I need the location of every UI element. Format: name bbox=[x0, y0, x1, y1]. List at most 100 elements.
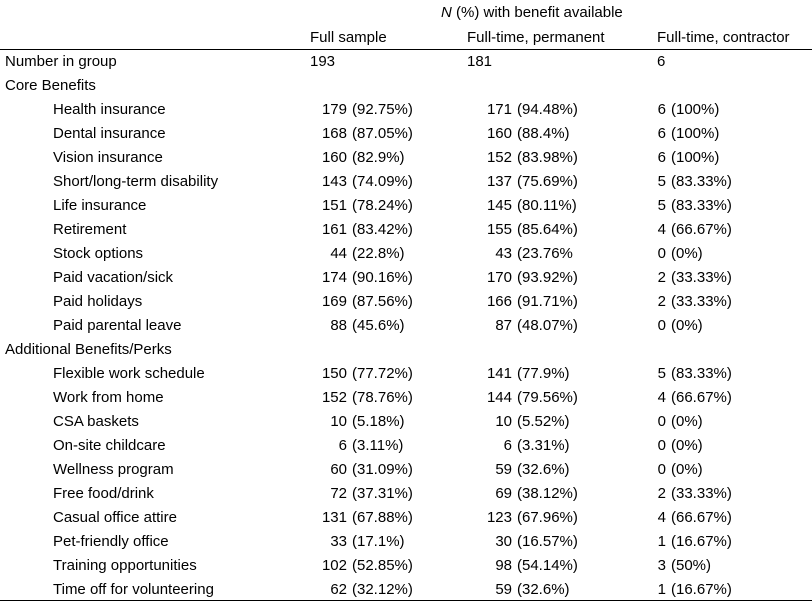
table-row: Short/long-term disability 143 (74.09%) 137… bbox=[0, 170, 812, 194]
value-cell-perm: 6 (3.31%) bbox=[467, 434, 570, 458]
value-cell-perm: 69 (38.12%) bbox=[467, 482, 578, 506]
value-cell-perm: 141 (77.9%) bbox=[467, 362, 570, 386]
column-header-full-time-contractor: Full-time, contractor bbox=[657, 29, 790, 46]
count: 5 bbox=[657, 197, 666, 214]
percent: (74.09%) bbox=[352, 173, 413, 190]
row-label: Paid holidays bbox=[53, 293, 143, 310]
count: 166 bbox=[486, 293, 512, 310]
value-cell-full: 72 (37.31%) bbox=[310, 482, 413, 506]
value-cell-contr: 3 (50%) bbox=[657, 554, 711, 578]
value-cell-full: 168 (87.05%) bbox=[310, 122, 413, 146]
value-cell-perm: 10 (5.52%) bbox=[467, 410, 569, 434]
percent: (32.12%) bbox=[352, 581, 413, 598]
count: 33 bbox=[330, 533, 347, 550]
percent: (67.96%) bbox=[517, 509, 578, 526]
percent: (90.16%) bbox=[352, 269, 413, 286]
value-cell-full: 179 (92.75%) bbox=[310, 98, 413, 122]
value-cell-full: 151 (78.24%) bbox=[310, 194, 413, 218]
value-cell-perm: 145 (80.11%) bbox=[467, 194, 577, 218]
value-cell-full: 44 (22.8%) bbox=[310, 242, 404, 266]
percent: (16.67%) bbox=[671, 533, 732, 550]
table-row: Pet-friendly office 33 (17.1%) 30 (16.57%) 1 (… bbox=[0, 530, 812, 554]
table-row: Wellness program 60 (31.09%) 59 (32.6%) 0 (0%) bbox=[0, 458, 812, 482]
value-cell-contr: 0 (0%) bbox=[657, 410, 703, 434]
percent: (83.33%) bbox=[671, 365, 732, 382]
count: 4 bbox=[657, 221, 666, 238]
value-cell-full: 169 (87.56%) bbox=[310, 290, 413, 314]
count: 59 bbox=[495, 581, 512, 598]
count: 141 bbox=[486, 365, 512, 382]
count: 170 bbox=[486, 269, 512, 286]
group-count-row: Number in group 193 181 6 bbox=[0, 50, 812, 74]
row-label: On-site childcare bbox=[53, 437, 166, 454]
group-count-contractor: 6 bbox=[657, 50, 665, 74]
value-cell-perm: 98 (54.14%) bbox=[467, 554, 578, 578]
value-cell-contr: 1 (16.67%) bbox=[657, 530, 732, 554]
count: 0 bbox=[657, 245, 666, 262]
percent: (32.6%) bbox=[517, 461, 570, 478]
count: 171 bbox=[486, 101, 512, 118]
count: 0 bbox=[657, 413, 666, 430]
percent: (33.33%) bbox=[671, 485, 732, 502]
super-header-n: N bbox=[441, 4, 452, 21]
count: 131 bbox=[321, 509, 347, 526]
percent: (16.57%) bbox=[517, 533, 578, 550]
percent: (83.33%) bbox=[671, 173, 732, 190]
percent: (88.4%) bbox=[517, 125, 570, 142]
percent: (32.6%) bbox=[517, 581, 570, 598]
count: 169 bbox=[321, 293, 347, 310]
percent: (78.76%) bbox=[352, 389, 413, 406]
table-row: On-site childcare 6 (3.11%) 6 (3.31%) 0 (0%) bbox=[0, 434, 812, 458]
count: 72 bbox=[330, 485, 347, 502]
value-cell-contr: 0 (0%) bbox=[657, 458, 703, 482]
percent: (45.6%) bbox=[352, 317, 405, 334]
percent: (0%) bbox=[671, 317, 703, 334]
value-cell-perm: 30 (16.57%) bbox=[467, 530, 578, 554]
value-cell-perm: 170 (93.92%) bbox=[467, 266, 578, 290]
percent: (100%) bbox=[671, 149, 720, 166]
value-cell-contr: 0 (0%) bbox=[657, 314, 703, 338]
percent: (3.31%) bbox=[517, 437, 570, 454]
percent: (78.24%) bbox=[352, 197, 413, 214]
count: 137 bbox=[486, 173, 512, 190]
count: 87 bbox=[495, 317, 512, 334]
value-cell-contr: 0 (0%) bbox=[657, 242, 703, 266]
value-cell-perm: 43 (23.76% bbox=[467, 242, 573, 266]
value-cell-full: 160 (82.9%) bbox=[310, 146, 405, 170]
percent: (0%) bbox=[671, 437, 703, 454]
count: 43 bbox=[495, 245, 512, 262]
value-cell-contr: 5 (83.33%) bbox=[657, 194, 732, 218]
count: 5 bbox=[657, 365, 666, 382]
count: 10 bbox=[495, 413, 512, 430]
value-cell-perm: 171 (94.48%) bbox=[467, 98, 578, 122]
row-label: Flexible work schedule bbox=[53, 365, 205, 382]
column-header-full-sample: Full sample bbox=[310, 29, 387, 46]
percent: (85.64%) bbox=[517, 221, 578, 238]
percent: (83.33%) bbox=[671, 197, 732, 214]
value-cell-full: 174 (90.16%) bbox=[310, 266, 413, 290]
table-row: Vision insurance 160 (82.9%) 152 (83.98%) 6 (1… bbox=[0, 146, 812, 170]
row-label: Number in group bbox=[5, 53, 117, 70]
value-cell-full: 102 (52.85%) bbox=[310, 554, 413, 578]
value-cell-contr: 4 (66.67%) bbox=[657, 218, 732, 242]
value-cell-perm: 123 (67.96%) bbox=[467, 506, 578, 530]
count: 98 bbox=[495, 557, 512, 574]
value-cell-perm: 166 (91.71%) bbox=[467, 290, 578, 314]
table-row: Life insurance 151 (78.24%) 145 (80.11%) 5 (83… bbox=[0, 194, 812, 218]
percent: (16.67%) bbox=[671, 581, 732, 598]
value-cell-full: 131 (67.88%) bbox=[310, 506, 413, 530]
count: 151 bbox=[321, 197, 347, 214]
value-cell-contr: 0 (0%) bbox=[657, 434, 703, 458]
row-label: Vision insurance bbox=[53, 149, 163, 166]
percent: (87.05%) bbox=[352, 125, 413, 142]
count: 152 bbox=[321, 389, 347, 406]
count: 1 bbox=[657, 533, 666, 550]
percent: (37.31%) bbox=[352, 485, 413, 502]
count: 6 bbox=[657, 101, 666, 118]
count: 123 bbox=[486, 509, 512, 526]
value-cell-perm: 152 (83.98%) bbox=[467, 146, 578, 170]
group-count-perm: 181 bbox=[467, 50, 492, 74]
percent: (54.14%) bbox=[517, 557, 578, 574]
count: 62 bbox=[330, 581, 347, 598]
percent: (77.9%) bbox=[517, 365, 570, 382]
